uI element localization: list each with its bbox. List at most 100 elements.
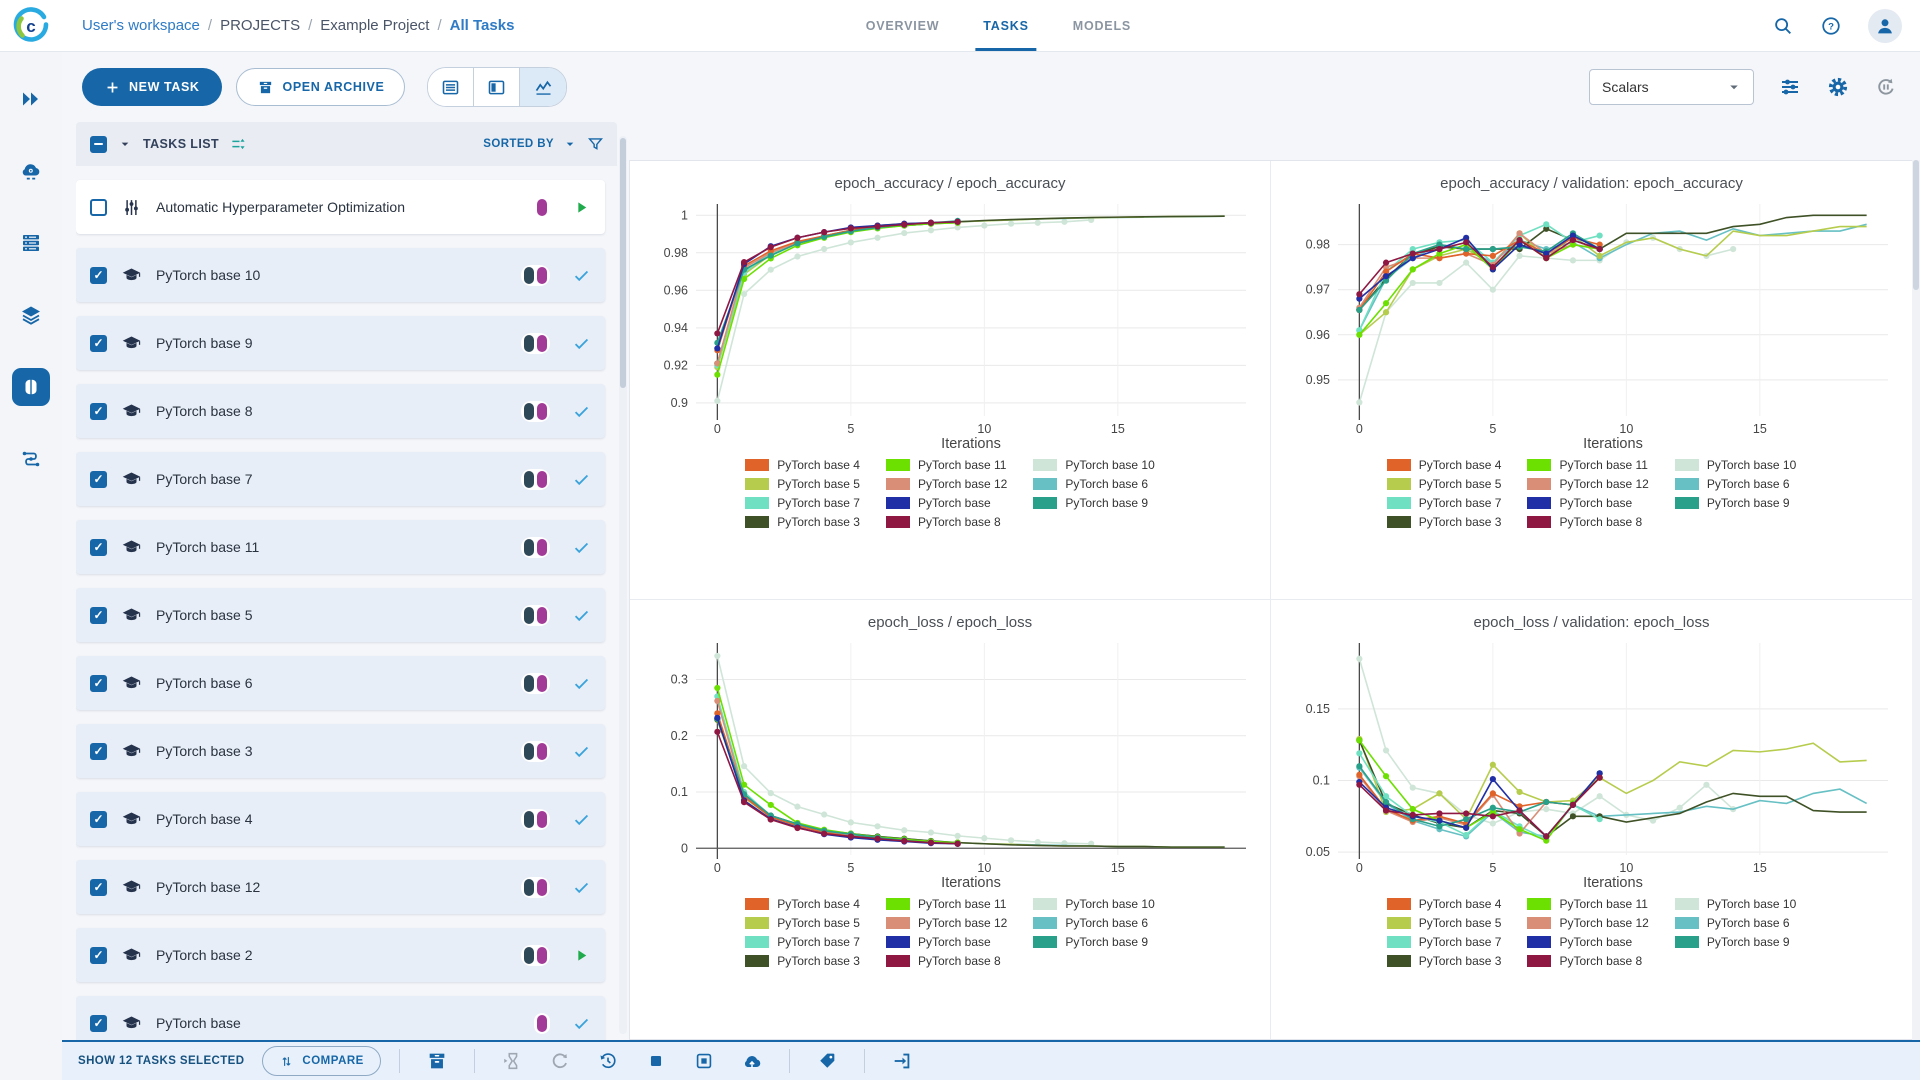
legend-item[interactable]: PyTorch base 4	[745, 897, 860, 911]
selection-menu-caret-icon[interactable]	[117, 136, 133, 152]
sorted-by-label[interactable]: SORTED BY	[483, 138, 554, 150]
legend-item[interactable]: PyTorch base 10	[1674, 897, 1796, 911]
sidebar-item-datasets[interactable]	[12, 296, 50, 334]
legend-item[interactable]: PyTorch base 3	[745, 515, 860, 529]
sidebar-item-projects[interactable]	[12, 80, 50, 118]
task-checkbox[interactable]	[90, 538, 107, 556]
legend-item[interactable]: PyTorch base 12	[885, 477, 1007, 491]
help-icon[interactable]: ?	[1820, 15, 1842, 37]
sorted-by-caret-icon[interactable]	[562, 136, 578, 152]
tab-models[interactable]: MODELS	[1072, 18, 1132, 33]
legend-item[interactable]: PyTorch base 3	[1386, 515, 1501, 529]
legend-item[interactable]: PyTorch base 12	[1527, 477, 1649, 491]
legend-item[interactable]: PyTorch base 9	[1674, 496, 1796, 510]
legend-item[interactable]: PyTorch base 7	[745, 496, 860, 510]
legend-item[interactable]: PyTorch base 4	[1386, 897, 1501, 911]
legend-item[interactable]: PyTorch base 10	[1033, 458, 1155, 472]
task-checkbox[interactable]	[90, 470, 107, 488]
charts-scrollbar[interactable]	[1912, 160, 1920, 1040]
compare-button[interactable]: COMPARE	[262, 1046, 381, 1076]
details-view-button[interactable]	[474, 68, 521, 106]
chart-plot[interactable]: 0.95 0.96 0.97 0.98 0 5 10 15 Iterations	[1286, 194, 1898, 450]
breadcrumb-item[interactable]: User's workspace	[82, 17, 200, 34]
legend-item[interactable]: PyTorch base 9	[1674, 935, 1796, 949]
legend-item[interactable]: PyTorch base 3	[745, 954, 860, 968]
legend-item[interactable]: PyTorch base	[1527, 935, 1648, 949]
task-row[interactable]: PyTorch base 10	[76, 248, 605, 302]
sidebar-item-data-management[interactable]	[12, 152, 50, 190]
task-row[interactable]: PyTorch base 7	[76, 452, 605, 506]
legend-item[interactable]: PyTorch base 7	[1386, 935, 1501, 949]
auto-refresh-icon[interactable]	[1874, 75, 1898, 99]
move-to-project-button[interactable]	[891, 1050, 913, 1072]
filter-icon[interactable]	[586, 135, 605, 154]
task-row[interactable]: PyTorch base 3	[76, 724, 605, 778]
legend-item[interactable]: PyTorch base 6	[1033, 477, 1154, 491]
sidebar-item-workers-queues[interactable]	[12, 224, 50, 262]
legend-item[interactable]: PyTorch base 7	[745, 935, 860, 949]
task-row[interactable]: PyTorch base 6	[76, 656, 605, 710]
task-row[interactable]: PyTorch base 12	[76, 860, 605, 914]
legend-item[interactable]: PyTorch base	[885, 496, 1007, 510]
sidebar-item-applications[interactable]	[12, 368, 50, 406]
breadcrumb-item[interactable]: Example Project	[320, 17, 430, 34]
sidebar-item-pipelines[interactable]	[12, 440, 50, 478]
legend-item[interactable]: PyTorch base 8	[1527, 954, 1648, 968]
legend-item[interactable]: PyTorch base 11	[1527, 897, 1648, 911]
abort-all-children-button[interactable]	[693, 1050, 715, 1072]
breadcrumb-item[interactable]: All Tasks	[449, 17, 515, 34]
task-row[interactable]: PyTorch base	[76, 996, 605, 1040]
legend-item[interactable]: PyTorch base 8	[885, 954, 1007, 968]
task-checkbox[interactable]	[90, 334, 107, 352]
task-row[interactable]: Automatic Hyperparameter Optimization	[76, 180, 605, 234]
task-row[interactable]: PyTorch base 5	[76, 588, 605, 642]
legend-item[interactable]: PyTorch base 8	[885, 515, 1007, 529]
select-all-checkbox[interactable]	[90, 135, 107, 153]
chart-plot[interactable]: 0 0.1 0.2 0.3 0 5 10 15 Iterations	[644, 633, 1256, 889]
chart-plot[interactable]: 0.05 0.1 0.15 0 5 10 15 Iterations	[1286, 633, 1898, 889]
metric-type-select[interactable]: Scalars	[1589, 69, 1754, 105]
open-archive-button[interactable]: OPEN ARCHIVE	[235, 68, 406, 106]
breadcrumb-item[interactable]: PROJECTS	[220, 17, 301, 34]
task-checkbox[interactable]	[90, 198, 107, 216]
task-row[interactable]: PyTorch base 2	[76, 928, 605, 982]
table-view-button[interactable]	[428, 68, 475, 106]
tab-tasks[interactable]: TASKS	[975, 0, 1038, 51]
legend-item[interactable]: PyTorch base 11	[1527, 458, 1648, 472]
task-checkbox[interactable]	[90, 1014, 107, 1032]
legend-item[interactable]: PyTorch base 12	[885, 916, 1007, 930]
task-checkbox[interactable]	[90, 810, 107, 828]
abort-button[interactable]	[645, 1050, 667, 1072]
list-density-icon[interactable]	[229, 135, 247, 153]
gear-icon[interactable]	[1826, 75, 1850, 99]
task-checkbox[interactable]	[90, 402, 107, 420]
clearml-logo[interactable]: c	[0, 6, 62, 46]
legend-item[interactable]: PyTorch base 4	[745, 458, 860, 472]
compare-view-button[interactable]	[520, 68, 567, 106]
legend-item[interactable]: PyTorch base 9	[1033, 935, 1154, 949]
legend-item[interactable]: PyTorch base 11	[885, 458, 1007, 472]
legend-item[interactable]: PyTorch base	[885, 935, 1007, 949]
tab-overview[interactable]: OVERVIEW	[865, 18, 940, 33]
task-checkbox[interactable]	[90, 266, 107, 284]
selected-count-label[interactable]: SHOW 12 TASKS SELECTED	[78, 1055, 245, 1067]
task-checkbox[interactable]	[90, 606, 107, 624]
legend-item[interactable]: PyTorch base 10	[1674, 458, 1796, 472]
legend-item[interactable]: PyTorch base 11	[885, 897, 1007, 911]
new-task-button[interactable]: NEW TASK	[82, 68, 222, 106]
task-row[interactable]: PyTorch base 4	[76, 792, 605, 846]
user-avatar[interactable]	[1868, 8, 1902, 43]
publish-button[interactable]	[741, 1050, 763, 1072]
task-checkbox[interactable]	[90, 742, 107, 760]
task-checkbox[interactable]	[90, 946, 107, 964]
legend-item[interactable]: PyTorch base	[1527, 496, 1648, 510]
task-row[interactable]: PyTorch base 8	[76, 384, 605, 438]
legend-item[interactable]: PyTorch base 5	[745, 477, 860, 491]
legend-item[interactable]: PyTorch base 6	[1674, 477, 1796, 491]
legend-item[interactable]: PyTorch base 8	[1527, 515, 1648, 529]
tasks-scrollbar[interactable]	[619, 136, 627, 1034]
legend-item[interactable]: PyTorch base 6	[1033, 916, 1154, 930]
graph-settings-icon[interactable]	[1778, 75, 1802, 99]
legend-item[interactable]: PyTorch base 4	[1386, 458, 1501, 472]
